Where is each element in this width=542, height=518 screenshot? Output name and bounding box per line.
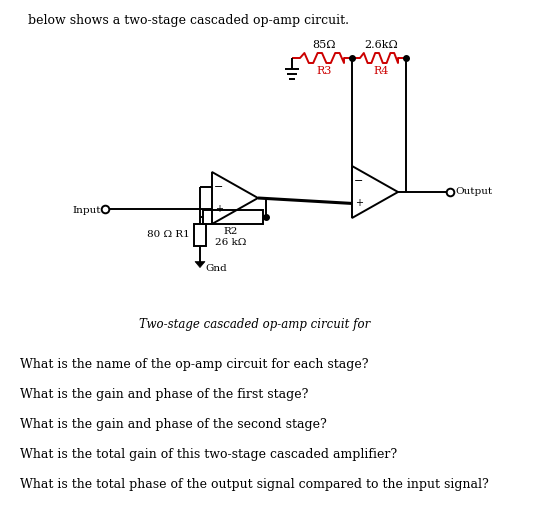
Text: +: +: [215, 205, 223, 214]
Text: What is the gain and phase of the first stage?: What is the gain and phase of the first …: [20, 388, 308, 401]
Text: Output: Output: [455, 188, 492, 196]
Text: 2.6kΩ: 2.6kΩ: [364, 40, 398, 50]
Bar: [194, 224, 206, 246]
Text: Two-stage cascaded op-amp circuit for: Two-stage cascaded op-amp circuit for: [139, 318, 371, 331]
Text: What is the total phase of the output signal compared to the input signal?: What is the total phase of the output si…: [20, 478, 489, 491]
Polygon shape: [195, 262, 205, 268]
Text: 85Ω: 85Ω: [312, 40, 335, 50]
Text: What is the total gain of this two-stage cascaded amplifier?: What is the total gain of this two-stage…: [20, 448, 397, 461]
Text: Gnd: Gnd: [205, 264, 227, 272]
Text: R4: R4: [373, 66, 389, 76]
Text: 80 Ω R1: 80 Ω R1: [147, 230, 190, 239]
Text: below shows a two-stage cascaded op-amp circuit.: below shows a two-stage cascaded op-amp …: [28, 14, 349, 27]
Text: What is the name of the op-amp circuit for each stage?: What is the name of the op-amp circuit f…: [20, 358, 369, 371]
Text: What is the gain and phase of the second stage?: What is the gain and phase of the second…: [20, 418, 327, 431]
Text: −: −: [214, 182, 224, 192]
Bar: [203, 210, 263, 224]
Text: R3: R3: [317, 66, 332, 76]
Text: Input: Input: [73, 206, 101, 215]
Text: R2
26 kΩ: R2 26 kΩ: [215, 226, 247, 247]
Text: +: +: [355, 198, 363, 208]
Text: −: −: [354, 176, 364, 185]
